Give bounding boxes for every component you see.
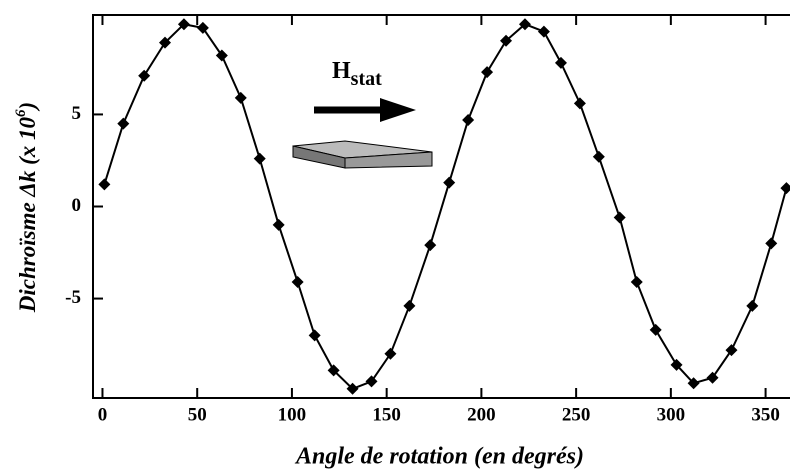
data-marker — [518, 18, 531, 31]
data-marker — [253, 152, 266, 165]
sample-slab — [292, 140, 433, 169]
data-marker — [384, 347, 397, 360]
data-marker — [780, 182, 790, 195]
data-marker — [573, 97, 586, 110]
data-line — [103, 23, 788, 390]
y-axis-label: Dichroïsme Δk (x 106) — [13, 102, 40, 313]
data-marker — [746, 299, 759, 312]
x-tick-label: 300 — [657, 404, 686, 425]
data-marker — [196, 21, 209, 34]
x-tick-label: 200 — [467, 404, 496, 425]
data-marker — [706, 371, 719, 384]
data-marker — [177, 18, 190, 31]
x-tick-label: 100 — [278, 404, 307, 425]
y-label-sup: 6 — [13, 109, 29, 117]
x-tick-label: 0 — [98, 404, 108, 425]
x-tick-label: 150 — [372, 404, 401, 425]
data-marker — [308, 329, 321, 342]
annotation: Hstat — [332, 58, 382, 90]
data-marker — [98, 178, 111, 191]
y-tick-label: 5 — [72, 103, 82, 124]
annotation-sub: stat — [351, 68, 382, 90]
data-marker — [327, 364, 340, 377]
arrow — [314, 98, 416, 122]
data-marker — [765, 237, 778, 250]
data-marker — [117, 117, 130, 130]
x-tick-label: 50 — [188, 404, 207, 425]
data-marker — [613, 211, 626, 224]
data-marker — [158, 36, 171, 49]
data-marker — [670, 358, 683, 371]
data-marker — [462, 113, 475, 126]
data-marker — [346, 382, 359, 395]
y-tick-label: -5 — [65, 287, 81, 308]
data-marker — [630, 275, 643, 288]
data-marker — [500, 34, 513, 47]
x-tick-label: 250 — [562, 404, 591, 425]
data-marker — [481, 66, 494, 79]
y-label-main: Dichroïsme Δk (x 10 — [15, 116, 40, 313]
data-marker — [649, 323, 662, 336]
data-marker — [291, 275, 304, 288]
y-label-end: ) — [15, 102, 40, 112]
x-axis-label: Angle de rotation (en degrés) — [294, 444, 584, 470]
data-marker — [365, 375, 378, 388]
data-marker — [215, 49, 228, 62]
data-marker — [138, 69, 151, 82]
x-tick-label: 350 — [751, 404, 780, 425]
data-marker — [403, 299, 416, 312]
data-marker — [554, 56, 567, 69]
annotation-main: H — [332, 58, 351, 84]
data-marker — [725, 344, 738, 357]
y-tick-label: 0 — [72, 195, 82, 216]
data-marker — [272, 218, 285, 231]
data-marker — [592, 150, 605, 163]
data-marker — [234, 91, 247, 104]
data-marker — [443, 176, 456, 189]
data-marker — [687, 377, 700, 390]
data-marker — [424, 239, 437, 252]
data-marker — [537, 25, 550, 38]
